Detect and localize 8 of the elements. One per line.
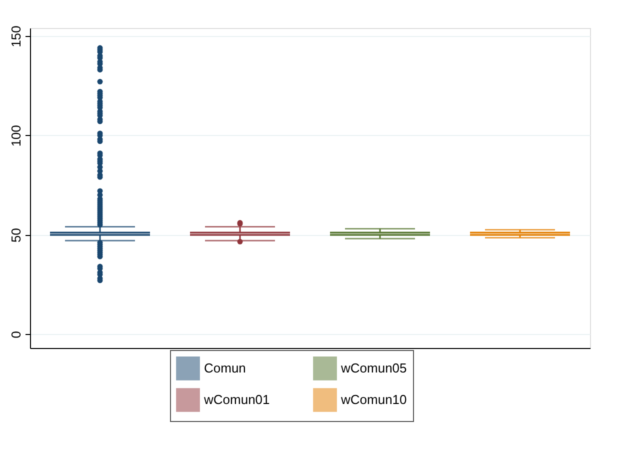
- legend-label: wComun05: [340, 360, 407, 376]
- legend-label: Comun: [204, 360, 246, 376]
- y-tick-label: 0: [8, 330, 24, 338]
- y-tick-label: 100: [8, 124, 24, 147]
- y-tick-label: 150: [8, 26, 24, 48]
- legend-label: wComun10: [340, 392, 407, 407]
- legend-label: wComun01: [203, 392, 270, 407]
- y-tick-label: 50: [8, 228, 24, 242]
